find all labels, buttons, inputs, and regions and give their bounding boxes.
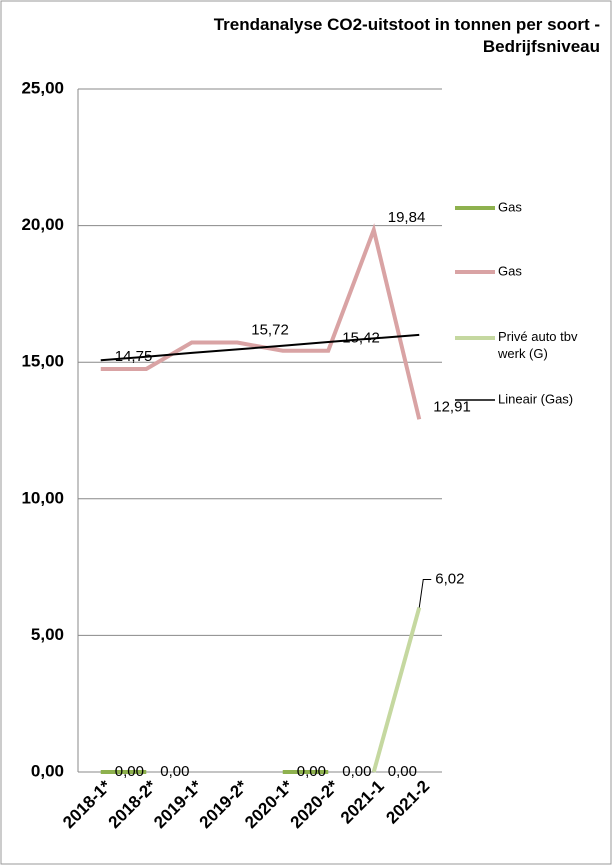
legend-label: Gas — [498, 263, 522, 278]
x-tick-label: 2018-1* — [59, 776, 115, 832]
y-tick-label: 25,00 — [21, 78, 64, 97]
data-label: 14,75 — [115, 348, 153, 365]
series-line — [371, 607, 422, 773]
data-label: 15,42 — [342, 330, 380, 347]
x-tick-label: 2021-2 — [382, 777, 433, 828]
y-tick-label: 5,00 — [31, 625, 64, 644]
y-tick-label: 0,00 — [31, 761, 64, 780]
data-label: 12,91 — [433, 398, 471, 415]
data-label: 6,02 — [435, 571, 464, 588]
y-tick-label: 20,00 — [21, 215, 64, 234]
x-tick-label: 2021-1 — [337, 777, 388, 828]
leader-line — [418, 579, 432, 608]
x-tick-label: 2020-1* — [241, 776, 297, 832]
data-label: 0,00 — [160, 763, 189, 780]
chart-title: Trendanalyse CO2-uitstoot in tonnen per … — [213, 15, 600, 56]
legend-label: Lineair (Gas) — [498, 391, 573, 406]
x-tick-label: 2019-1* — [150, 776, 206, 832]
y-tick-label: 10,00 — [21, 488, 64, 507]
data-label: 0,00 — [115, 763, 144, 780]
data-label: 19,84 — [388, 209, 426, 226]
x-tick-label: 2020-2* — [287, 776, 343, 832]
data-label: 15,72 — [251, 321, 289, 338]
x-tick-label: 2018-2* — [105, 776, 161, 832]
y-tick-label: 15,00 — [21, 352, 64, 371]
data-label: 0,00 — [342, 763, 371, 780]
data-label: 0,00 — [388, 763, 417, 780]
legend-label: Privé auto tbv werk (G) — [497, 329, 578, 361]
x-tick-label: 2019-2* — [196, 776, 252, 832]
data-label: 0,00 — [297, 763, 326, 780]
trend-line — [100, 333, 420, 362]
legend-label: Gas — [498, 199, 522, 214]
